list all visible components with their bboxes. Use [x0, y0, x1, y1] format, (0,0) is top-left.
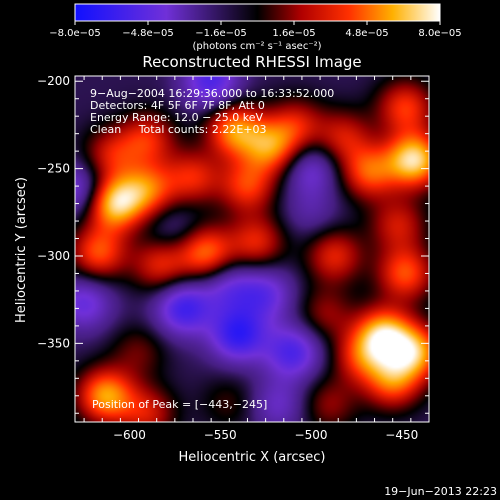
colorbar-tick-label: 1.6e−05 [272, 28, 315, 39]
colorbar-tick-label: −8.0e−05 [49, 28, 101, 39]
y-tick-label: −250 [37, 162, 70, 176]
colorbar-ticks: −8.0e−05 −4.8e−05 −1.6e−05 1.6e−05 4.8e−05 8.… [49, 21, 462, 39]
colorbar-units: (photons cm⁻² s⁻¹ asec⁻²) [192, 41, 321, 52]
colorbar-tick-label: −4.8e−05 [122, 28, 174, 39]
colorbar-gradient [74, 3, 441, 22]
y-tick-label: −200 [37, 74, 70, 88]
x-tick-label: −600 [113, 428, 146, 442]
annotation-time-range: 9−Aug−2004 16:29:36.000 to 16:33:52.000 [90, 87, 334, 100]
x-tick-label: −500 [295, 428, 328, 442]
info-annotations: 9−Aug−2004 16:29:36.000 to 16:33:52.000 … [90, 87, 334, 136]
x-tick-label: −450 [385, 428, 418, 442]
annotation-total-counts: Clean Total counts: 2.22E+03 [90, 123, 267, 136]
x-axis-title: Heliocentric X (arcsec) [179, 450, 326, 465]
y-tick-label: −350 [37, 336, 70, 350]
peak-position-label: Position of Peak = [−443,−245] [92, 398, 267, 411]
colorbar-tick-label: 8.0e−05 [418, 28, 461, 39]
colorbar: −8.0e−05 −4.8e−05 −1.6e−05 1.6e−05 4.8e−05 8.… [49, 3, 462, 52]
colorbar-tick-label: 4.8e−05 [345, 28, 388, 39]
timestamp: 19−Jun−2013 22:23 [384, 485, 497, 498]
annotation-energy-range: Energy Range: 12.0 − 25.0 keV [90, 111, 264, 124]
plot-frame [74, 75, 430, 423]
colorbar-tick-label: −1.6e−05 [195, 28, 247, 39]
axis-ticks: −600 −550 −500 −450 −350 −300 −250 −200 [37, 74, 429, 442]
heatmap-image [75, 76, 429, 422]
annotation-detectors: Detectors: 4F 5F 6F 7F 8F, Att 0 [90, 99, 265, 112]
x-tick-label: −550 [204, 428, 237, 442]
y-axis-title: Heliocentric Y (arcsec) [14, 177, 29, 323]
chart-title: Reconstructed RHESSI Image [142, 53, 361, 71]
y-tick-label: −300 [37, 249, 70, 263]
